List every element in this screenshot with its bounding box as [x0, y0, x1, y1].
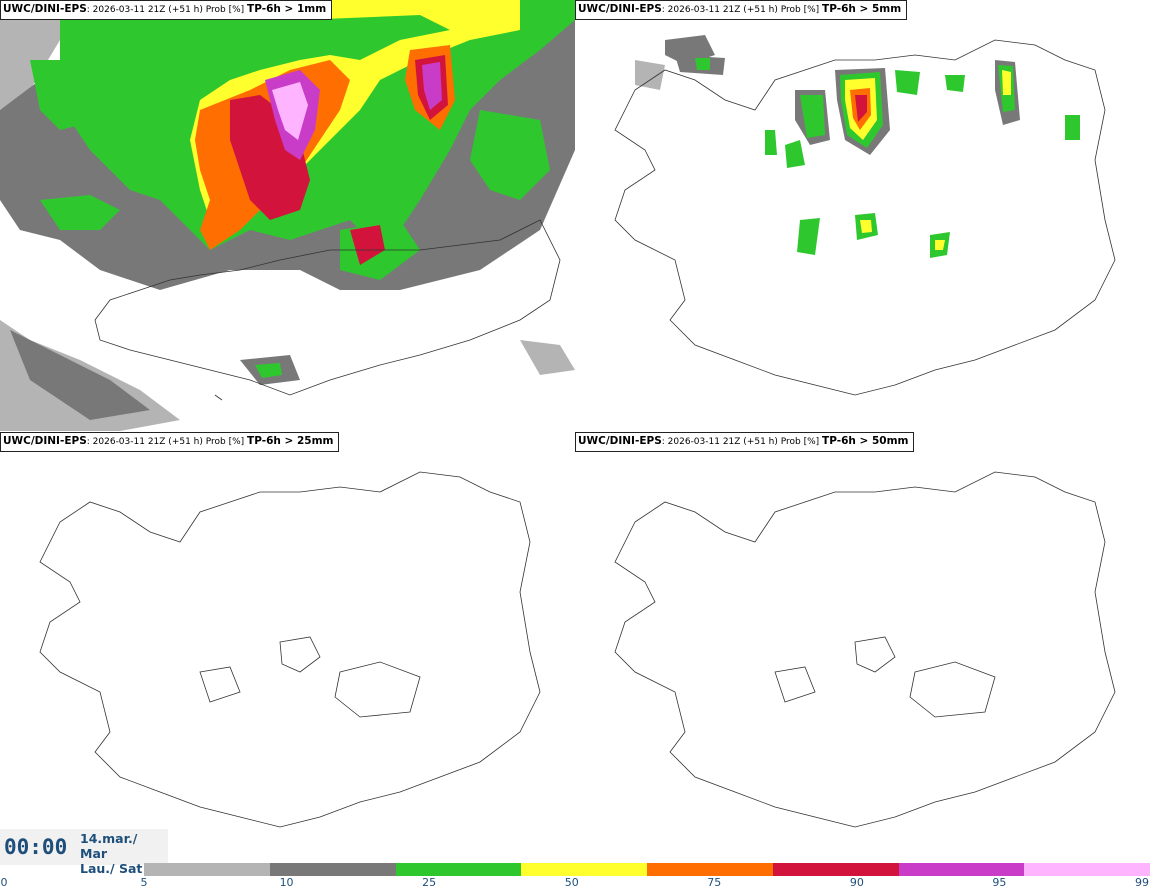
colorbar-tick-label: 99 — [1135, 876, 1149, 889]
colorbar-segment — [144, 863, 270, 876]
valid-date: 14.mar./ Mar Lau./ Sat — [80, 831, 168, 876]
panel-title-25mm: UWC/DINI-EPS: 2026-03-11 21Z (+51 h) Pro… — [0, 432, 340, 452]
iceland-coastline — [94, 219, 561, 401]
map-panel-5mm: UWC/DINI-EPS: 2026-03-11 21Z (+51 h) Pro… — [575, 0, 1150, 431]
valid-date-line1: 14.mar./ Mar — [80, 831, 138, 861]
colorbar — [144, 863, 1150, 876]
colorbar-segment — [395, 863, 522, 876]
colorbar-tick-label: 95 — [992, 876, 1007, 889]
colorbar-tick-label: 10 — [279, 876, 294, 889]
map-5mm — [614, 35, 1116, 396]
panel-title-1mm: UWC/DINI-EPS: 2026-03-11 21Z (+51 h) Pro… — [0, 0, 333, 20]
colorbar-segment — [1024, 863, 1150, 876]
colorbar-segment — [521, 863, 647, 876]
colorbar-tick-label: 90 — [849, 876, 864, 889]
colorbar-tick-label: 5 — [140, 876, 148, 889]
valid-time: 00:00 — [4, 835, 68, 859]
map-panel-1mm: UWC/DINI-EPS: 2026-03-11 21Z (+51 h) Pro… — [0, 0, 575, 431]
valid-date-line2: Lau./ Sat — [80, 861, 143, 876]
map-panel-50mm: UWC/DINI-EPS: 2026-03-11 21Z (+51 h) Pro… — [575, 432, 1150, 863]
colorbar-segment — [269, 863, 396, 876]
panel-title-50mm: UWC/DINI-EPS: 2026-03-11 21Z (+51 h) Pro… — [575, 432, 915, 452]
probability-field — [635, 35, 1080, 258]
probability-field — [0, 0, 575, 431]
colorbar-tick-label: 25 — [422, 876, 437, 889]
colorbar-tick-label: 50 — [564, 876, 579, 889]
colorbar-segment — [772, 863, 899, 876]
colorbar-segment — [898, 863, 1025, 876]
map-25mm — [39, 471, 541, 828]
iceland-coastline — [614, 471, 1116, 828]
iceland-coastline — [614, 39, 1116, 396]
colorbar-tick-label: 0 — [0, 876, 8, 889]
colorbar-segment — [647, 863, 773, 876]
map-50mm — [614, 471, 1116, 828]
colorbar-tick-label: 75 — [707, 876, 722, 889]
valid-time-box: 00:00 14.mar./ Mar Lau./ Sat — [0, 829, 168, 876]
iceland-coastline — [39, 471, 541, 828]
colorbar-ticks: 0 5 10 25 50 75 90 95 99 — [0, 876, 1150, 891]
map-1mm — [0, 0, 575, 431]
map-panel-25mm: UWC/DINI-EPS: 2026-03-11 21Z (+51 h) Pro… — [0, 432, 575, 863]
panel-title-5mm: UWC/DINI-EPS: 2026-03-11 21Z (+51 h) Pro… — [575, 0, 908, 20]
